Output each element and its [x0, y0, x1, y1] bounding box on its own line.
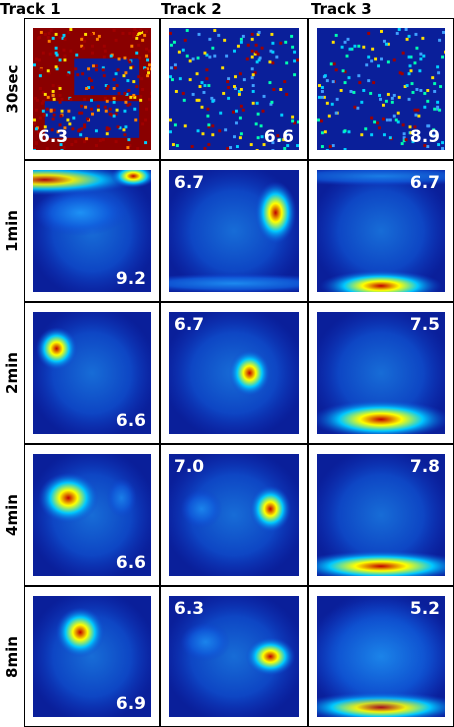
heatmap-cell-30sec-track-2: 6.6	[160, 18, 308, 160]
peak-value-label: 5.2	[409, 599, 440, 619]
row-label-text: 2min	[3, 352, 22, 394]
heatmap-cell-1min-track-3: 6.7	[308, 160, 454, 302]
heatmap-image: 6.6	[33, 454, 151, 576]
heatmap-image: 6.7	[169, 170, 299, 292]
row-label-30sec: 30sec	[0, 18, 24, 160]
row-label-8min: 8min	[0, 586, 24, 727]
peak-value-label: 6.7	[409, 173, 440, 193]
peak-value-label: 8.9	[409, 127, 440, 147]
heatmap-image: 6.3	[169, 596, 299, 717]
heatmap-image: 6.9	[33, 596, 151, 717]
column-header-track-1: Track 1	[0, 0, 61, 18]
column-header-track-3: Track 3	[311, 0, 372, 18]
row-label-text: 30sec	[3, 64, 21, 114]
peak-value-label: 7.5	[409, 315, 440, 335]
heatmap-cell-2min-track-3: 7.5	[308, 302, 454, 444]
heatmap-cell-4min-track-1: 6.6	[24, 444, 160, 586]
heatmap-image: 6.7	[169, 312, 299, 434]
peak-value-label: 6.6	[115, 553, 146, 573]
heatmap-cell-8min-track-1: 6.9	[24, 586, 160, 727]
heatmap-image: 5.2	[317, 596, 445, 717]
row-label-2min: 2min	[0, 302, 24, 444]
heatmap-image: 8.9	[317, 28, 445, 150]
peak-value-label: 6.7	[174, 315, 205, 335]
row-label-text: 4min	[3, 494, 22, 536]
heatmap-image: 6.7	[317, 170, 445, 292]
heatmap-image: 7.8	[317, 454, 445, 576]
heatmap-cell-4min-track-2: 7.0	[160, 444, 308, 586]
peak-value-label: 6.6	[263, 127, 294, 147]
row-label-text: 8min	[3, 635, 22, 678]
peak-value-label: 6.3	[174, 599, 205, 619]
peak-value-label: 9.2	[115, 269, 146, 289]
heatmap-cell-30sec-track-1: 6.3	[24, 18, 160, 160]
heatmap-cell-1min-track-1: 9.2	[24, 160, 160, 302]
heatmap-cell-1min-track-2: 6.7	[160, 160, 308, 302]
heatmap-image: 6.6	[169, 28, 299, 150]
peak-value-label: 6.9	[115, 694, 146, 714]
heatmap-cell-2min-track-2: 6.7	[160, 302, 308, 444]
heatmap-image: 7.5	[317, 312, 445, 434]
row-label-text: 1min	[3, 210, 22, 252]
peak-value-label: 6.6	[115, 411, 146, 431]
peak-value-label: 6.3	[38, 127, 69, 147]
column-header-track-2: Track 2	[161, 0, 222, 18]
heatmap-image: 6.6	[33, 312, 151, 434]
heatmap-image: 7.0	[169, 454, 299, 576]
heatmap-cell-8min-track-2: 6.3	[160, 586, 308, 727]
peak-value-label: 7.0	[174, 457, 205, 477]
peak-value-label: 6.7	[174, 173, 205, 193]
heatmap-cell-4min-track-3: 7.8	[308, 444, 454, 586]
peak-value-label: 7.8	[409, 457, 440, 477]
heatmap-cell-30sec-track-3: 8.9	[308, 18, 454, 160]
row-label-4min: 4min	[0, 444, 24, 586]
heatmap-image: 9.2	[33, 170, 151, 292]
heatmap-image: 6.3	[33, 28, 151, 150]
heatmap-cell-2min-track-1: 6.6	[24, 302, 160, 444]
heatmap-cell-8min-track-3: 5.2	[308, 586, 454, 727]
row-label-1min: 1min	[0, 160, 24, 302]
